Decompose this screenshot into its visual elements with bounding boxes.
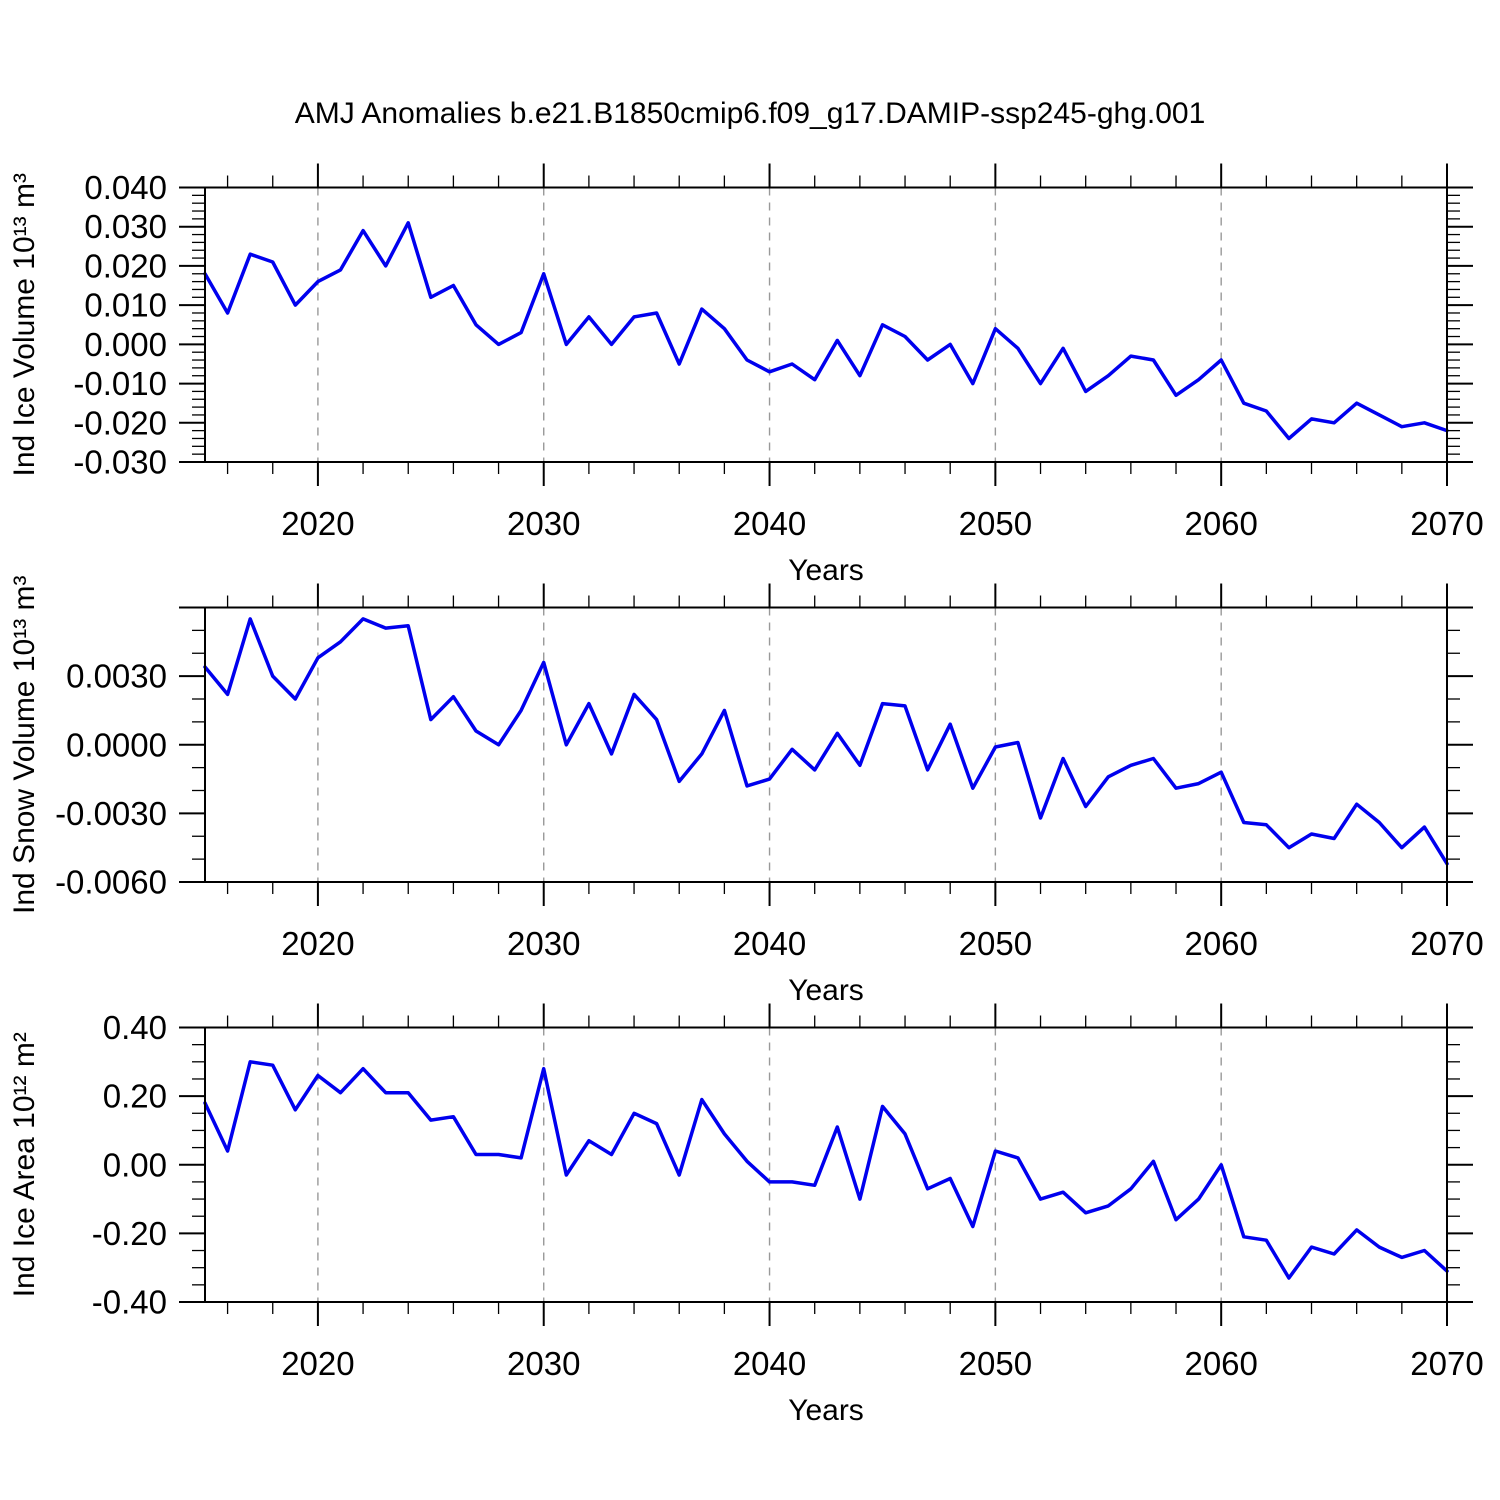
- x-tick-label: 2030: [507, 925, 580, 962]
- x-tick-label: 2020: [281, 925, 354, 962]
- y-tick-label: 0.0030: [66, 658, 167, 695]
- x-tick-label: 2040: [733, 925, 806, 962]
- x-tick-label: 2070: [1410, 925, 1483, 962]
- x-tick-label: 2060: [1184, 925, 1257, 962]
- y-tick-label: 0.40: [103, 1009, 167, 1046]
- series-line-ind-snow-volume: [203, 617, 1449, 866]
- x-tick-label: 2050: [959, 1345, 1032, 1382]
- x-tick-label: 2040: [733, 1345, 806, 1382]
- x-tick-label: 2030: [507, 1345, 580, 1382]
- panel-ind-ice-volume: 0.0400.0300.0200.0100.000-0.010-0.020-0.…: [8, 163, 1484, 587]
- y-tick-label: -0.0030: [55, 795, 167, 832]
- x-tick-label: 2050: [959, 925, 1032, 962]
- y-tick-label: -0.40: [92, 1284, 167, 1321]
- y-tick-label: 0.020: [84, 247, 167, 284]
- x-tick-label: 2070: [1410, 505, 1483, 542]
- y-tick-label: 0.20: [103, 1078, 167, 1115]
- x-axis-label: Years: [788, 974, 864, 1007]
- y-tick-label: -0.010: [73, 365, 167, 402]
- y-tick-label: -0.030: [73, 444, 167, 481]
- y-tick-label: 0.0000: [66, 726, 167, 763]
- y-tick-label: 0.000: [84, 326, 167, 363]
- series-line-ind-ice-volume: [203, 221, 1449, 441]
- chart-title: AMJ Anomalies b.e21.B1850cmip6.f09_g17.D…: [294, 97, 1206, 130]
- axes-frame: [204, 186, 1448, 463]
- y-axis-label: Ind Ice Volume 10¹³ m³: [8, 173, 41, 476]
- series-line-ind-ice-area: [203, 1060, 1449, 1280]
- y-tick-label: 0.00: [103, 1146, 167, 1183]
- x-tick-label: 2050: [959, 505, 1032, 542]
- y-tick-label: -0.20: [92, 1215, 167, 1252]
- y-axis-label: Ind Snow Volume 10¹³ m³: [8, 576, 41, 914]
- y-tick-label: 0.010: [84, 287, 167, 324]
- y-tick-label: -0.020: [73, 404, 167, 441]
- panel-ind-ice-area: 0.40 0.20 0.00 -0.20 -0.40 2020 2030 2040 2050 20…: [8, 1003, 1484, 1427]
- x-tick-label: 2020: [281, 505, 354, 542]
- axes-frame: [204, 1026, 1448, 1303]
- x-tick-label: 2060: [1184, 1345, 1257, 1382]
- y-tick-label: 0.040: [84, 169, 167, 206]
- x-axis-label: Years: [788, 554, 864, 587]
- axes-frame: [204, 606, 1448, 883]
- y-tick-label: -0.0060: [55, 864, 167, 901]
- x-tick-label: 2060: [1184, 505, 1257, 542]
- x-axis-label: Years: [788, 1394, 864, 1427]
- y-axis-label: Ind Ice Area 10¹² m²: [8, 1032, 41, 1297]
- x-tick-label: 2070: [1410, 1345, 1483, 1382]
- x-tick-label: 2030: [507, 505, 580, 542]
- panel-ind-snow-volume: 0.0030 0.0000 -0.0030 -0.0060 2020 2030 2040 20…: [8, 576, 1484, 1007]
- x-tick-label: 2040: [733, 505, 806, 542]
- y-tick-label: 0.030: [84, 208, 167, 245]
- x-tick-label: 2020: [281, 1345, 354, 1382]
